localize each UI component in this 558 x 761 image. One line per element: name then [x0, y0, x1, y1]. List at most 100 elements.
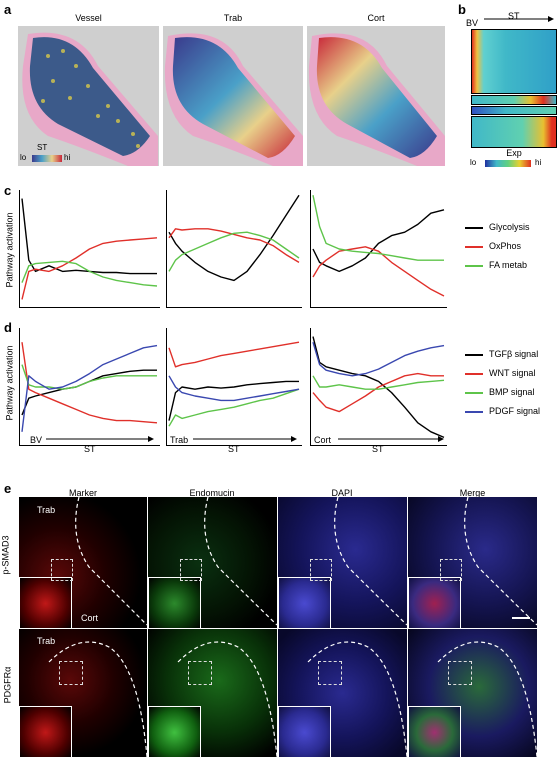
row-psmad3: p-SMAD3 [0, 535, 11, 575]
col-dapi: DAPI [331, 488, 353, 498]
heatmap-block-1 [471, 29, 557, 94]
micro-r1-marker-roi [51, 559, 73, 581]
annot-trab-r2: Trab [37, 636, 56, 646]
series-line-fa-metab [312, 195, 444, 261]
legend-c-text-0: Glycolysis [489, 222, 530, 232]
heatmap-block-3 [471, 106, 557, 115]
panel-b-letter: b [458, 2, 466, 17]
panel-c-ylabel: Pathway activation [4, 212, 15, 288]
micro-r2-marker-roi [59, 661, 83, 685]
x-end-st-1: ST [228, 444, 240, 454]
series-line-pdgf-signal [168, 375, 300, 402]
series-line-fa-metab [168, 231, 300, 272]
micro-r2-merge-roi [448, 661, 472, 685]
micro-r1-merge-inset [408, 577, 461, 628]
legend-d-text-0: TGFβ signal [489, 349, 539, 359]
legend-d-line-1 [465, 373, 483, 375]
x-arrow-2 [338, 436, 444, 442]
panel-a-title-cort: Cort [367, 13, 385, 23]
series-line-fa-metab [21, 260, 158, 287]
micro-r2-merge-inset [408, 706, 461, 757]
legend-c-line-0 [465, 227, 483, 229]
micro-r2-endomucin-inset [148, 706, 201, 757]
panel-a-title-vessel: Vessel [75, 13, 102, 23]
panel-a-letter: a [4, 2, 12, 17]
x-end-st-0: ST [84, 444, 96, 454]
legend-c-text-1: OxPhos [489, 241, 522, 251]
col-endomucin: Endomucin [189, 488, 235, 498]
panel-b-st: ST [508, 11, 520, 21]
panel-a-colorbar-title: ST [37, 143, 48, 152]
chart-d-cort [310, 328, 447, 446]
heatmap-block-4 [471, 116, 557, 148]
micro-r2-marker-inset [19, 706, 72, 757]
series-line-pdgf-signal [21, 344, 158, 432]
panel-e-letter: e [4, 481, 12, 496]
panel-b-colorbar [485, 160, 531, 167]
legend-c-line-2 [465, 265, 483, 267]
series-line-oxphos [312, 246, 445, 297]
legend-d-line-3 [465, 411, 483, 413]
series-line-oxphos [21, 237, 158, 300]
spatial-map-trab [163, 26, 303, 167]
series-line-wnt-signal [312, 372, 444, 413]
chart-c-vessel [19, 190, 160, 308]
scale-bar [512, 617, 530, 619]
panel-d-ylabel: Pathway activation [4, 345, 15, 421]
series-line-wnt-signal [168, 341, 300, 368]
panel-a-colorbar-lo: lo [20, 153, 27, 162]
row-pdgfra: PDGFRα [2, 666, 13, 704]
micro-r1-endomucin [148, 497, 277, 628]
micro-r1-dapi-roi [310, 559, 332, 581]
boundary-curves [48, 496, 538, 758]
spatial-map-vessel [18, 26, 159, 166]
panel-c-letter: c [4, 183, 12, 198]
micro-r2-marker [19, 629, 147, 757]
series-line-pdgf-signal [312, 342, 445, 377]
panel-b-colorbar-title: Exp [506, 148, 522, 158]
annot-cort-r1: Cort [81, 613, 99, 623]
annot-trab-r1: Trab [37, 505, 56, 515]
panel-b-arrow [484, 16, 554, 22]
panel-b-colorbar-hi: hi [535, 158, 542, 167]
micro-r1-endomucin-roi [180, 559, 202, 581]
series-line-tgf-signal [168, 380, 299, 421]
series-line-glycolysis [168, 194, 300, 282]
series-line-oxphos [168, 228, 300, 264]
legend-d-line-0 [465, 354, 483, 356]
heatmap-block-2 [471, 95, 557, 105]
panel-d-letter: d [4, 320, 12, 335]
legend-d-text-3: PDGF signal [489, 406, 541, 416]
x-start-bv: BV [30, 435, 43, 445]
micro-r2-endomucin [148, 629, 277, 757]
micro-r1-merge-roi [440, 559, 462, 581]
chart-d-trab [166, 328, 302, 446]
micro-r2-merge [408, 629, 537, 757]
micro-r1-marker [19, 497, 147, 628]
legend-c-line-1 [465, 246, 483, 248]
micro-r2-dapi-roi [318, 661, 342, 685]
series-line-tgf-signal [312, 336, 445, 439]
x-end-st-2: ST [372, 444, 384, 454]
legend-d-line-2 [465, 392, 483, 394]
micro-r2-dapi-inset [278, 706, 331, 757]
panel-a-colorbar-hi: hi [64, 153, 71, 162]
panel-b-bv: BV [466, 18, 479, 28]
chart-d-vessel [19, 328, 160, 446]
micro-r1-dapi [278, 497, 407, 628]
micro-r2-dapi [278, 629, 407, 757]
x-arrow-1 [193, 436, 297, 442]
series-line-bmp-signal [312, 375, 445, 390]
col-marker: Marker [68, 488, 97, 498]
panel-a-colorbar [32, 155, 62, 162]
x-arrow-0 [46, 436, 154, 442]
chart-c-cort [310, 190, 447, 308]
series-line-bmp-signal [21, 364, 157, 390]
spatial-map-cort [307, 26, 445, 167]
x-start-cort: Cort [314, 435, 332, 445]
legend-d-text-1: WNT signal [489, 368, 536, 378]
micro-r1-merge [408, 497, 537, 628]
series-line-glycolysis [312, 209, 445, 273]
panel-b-colorbar-lo: lo [470, 158, 477, 167]
micro-r2-endomucin-roi [188, 661, 212, 685]
